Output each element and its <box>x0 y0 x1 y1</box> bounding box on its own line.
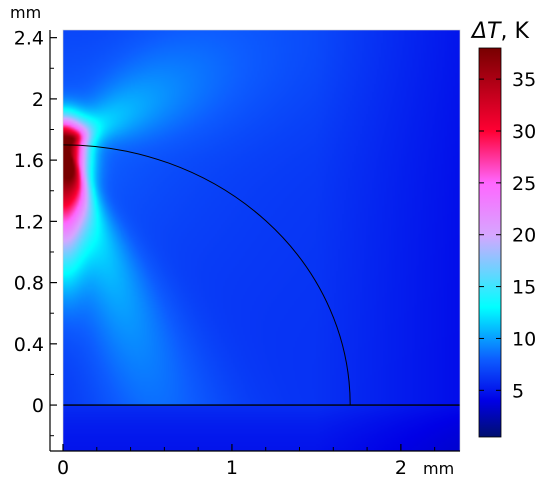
x-tick-label: 0 <box>57 457 69 479</box>
colorbar-tick-label: 15 <box>512 277 536 299</box>
colorbar-gradient <box>478 47 502 438</box>
colorbar-unit: K <box>515 19 530 44</box>
x-tick-label: 1 <box>226 457 238 479</box>
y-tick-label: 2 <box>32 89 44 111</box>
colorbar-tick-label: 10 <box>512 328 536 350</box>
x-tick-label: 2 <box>395 457 407 479</box>
colorbar-tick-label: 5 <box>512 380 524 402</box>
y-tick-label: 0.8 <box>14 273 44 295</box>
y-axis-unit: mm <box>10 3 41 22</box>
x-axis-unit: mm <box>423 459 454 478</box>
quarter-circle-boundary <box>63 144 351 406</box>
y-tick-label: 1.2 <box>14 211 44 233</box>
colorbar-tick-label: 25 <box>512 173 536 195</box>
colorbar-symbol: ΔT <box>470 19 502 44</box>
colorbar-tick-label: 35 <box>512 69 536 91</box>
y-tick-label: 1.6 <box>14 150 44 172</box>
y-axis: 0 0.4 0.8 1.2 1.6 2 2.4 mm <box>10 3 57 451</box>
y-tick-label: 0 <box>32 395 44 417</box>
colorbar-tick-label: 30 <box>512 121 536 143</box>
x-axis: 0 1 2 mm <box>50 444 460 479</box>
colorbar-title: ΔT, K <box>470 19 530 44</box>
colorbar: ΔT, K 5 10 15 20 25 30 35 <box>470 19 536 438</box>
colorbar-separator: , <box>501 19 515 44</box>
colorbar-tick-label: 20 <box>512 225 536 247</box>
temperature-field <box>63 30 460 451</box>
y-tick-label: 0.4 <box>14 334 44 356</box>
y-tick-label: 2.4 <box>14 28 44 50</box>
plot-area <box>62 29 461 452</box>
